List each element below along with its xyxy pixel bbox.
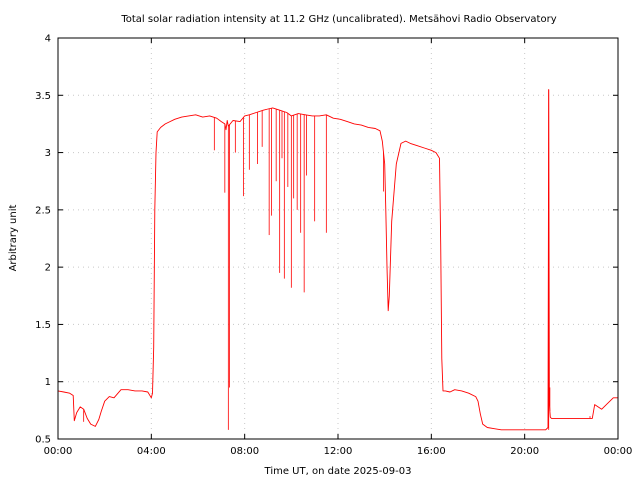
y-tick-label: 3 [45, 148, 51, 159]
x-tick-label: 08:00 [230, 446, 259, 457]
series-line [57, 89, 618, 431]
y-tick-label: 4 [45, 34, 51, 45]
x-tick-label: 12:00 [324, 446, 353, 457]
x-tick-label: 04:00 [137, 446, 166, 457]
x-tick-label: 00:00 [44, 446, 73, 457]
y-tick-label: 1.5 [35, 320, 51, 331]
y-tick-label: 2.5 [35, 205, 51, 216]
plot-frame [57, 37, 619, 440]
series [57, 89, 618, 431]
x-tick-label: 20:00 [510, 446, 539, 457]
chart-title: Total solar radiation intensity at 11.2 … [120, 14, 556, 25]
y-tick-label: 1 [45, 377, 51, 388]
y-tick-label: 0.5 [35, 435, 51, 446]
axis-ticks: 00:00 04:00 08:00 12:00 16:00 20:00 00:000.511… [35, 34, 632, 458]
y-tick-label: 2 [45, 263, 51, 274]
y-axis-label: Arbitrary unit [8, 205, 19, 272]
x-tick-label: 00:00 [604, 446, 633, 457]
x-tick-label: 16:00 [417, 446, 446, 457]
x-axis-label: Time UT, on date 2025-09-03 [264, 466, 412, 477]
y-tick-label: 3.5 [35, 91, 51, 102]
grid [58, 38, 618, 439]
